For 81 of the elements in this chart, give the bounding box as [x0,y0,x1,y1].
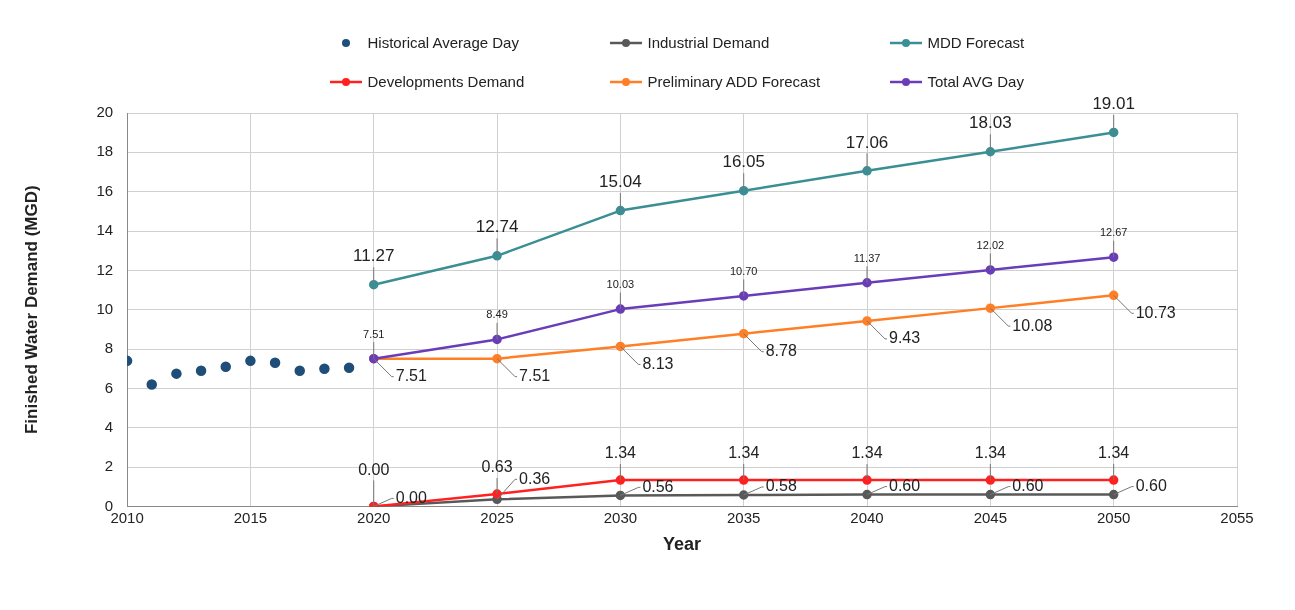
legend-label: MDD Forecast [927,34,1025,51]
y-tick-label: 18 [96,142,114,160]
data-label: 1.34 [728,444,760,462]
data-label: 8.13 [642,354,674,372]
data-label: 11.37 [853,251,881,264]
y-tick-label: 10 [96,299,114,317]
data-label: 0.60 [1012,477,1044,494]
data-label: 8.49 [486,308,508,321]
data-label: 1.34 [974,444,1007,462]
point [343,362,355,373]
point [269,357,281,369]
point [319,363,330,374]
x-tick-label: 2015 [233,508,268,526]
y-axis-title: Finished Water Demand (MGD) [21,185,41,435]
data-label: 15.04 [599,172,642,192]
point [220,361,231,372]
data-label: 17.06 [845,132,889,152]
point [1108,252,1119,262]
data-label: 10.08 [1012,316,1053,334]
data-label: 9.43 [889,329,921,347]
point [1108,475,1119,485]
data-label: 16.05 [722,152,765,172]
y-tick-label: 12 [96,260,114,278]
data-label: 0.36 [519,469,551,487]
data-label: 7.51 [395,367,427,385]
point [738,328,749,339]
y-tick-label: 20 [96,103,114,121]
point [985,475,996,485]
x-tick-label: 2025 [480,508,514,526]
legend-label: Developments Demand [367,73,525,90]
point [195,365,207,376]
point [294,365,305,376]
y-tick-label: 8 [104,339,114,357]
data-label: 12.67 [1099,226,1128,239]
data-label: 0.00 [395,488,427,506]
data-label: 19.01 [1092,94,1135,114]
data-label: 1.34 [1098,444,1130,462]
data-label: 0.60 [889,477,921,494]
data-label: 0.00 [358,460,390,478]
y-tick-label: 4 [104,417,114,435]
point [1108,127,1119,138]
data-label: 12.74 [475,217,519,237]
data-label: 0.58 [765,477,797,495]
x-tick-label: 2020 [357,508,391,526]
point [245,355,256,367]
data-label: 0.60 [1135,477,1167,494]
legend-label: Total AVG Day [927,73,1024,90]
data-label: 10.03 [606,278,635,291]
y-tick-label: 2 [104,457,114,475]
y-tick-label: 14 [96,221,114,239]
x-tick-label: 2035 [727,508,761,526]
x-tick-label: 2030 [603,508,638,526]
data-label: 1.34 [604,444,637,462]
x-tick-label: 2050 [1096,508,1131,526]
x-tick-label: 2045 [973,508,1008,526]
y-tick-label: 6 [104,378,114,396]
point [1108,489,1119,500]
data-label: 0.63 [481,458,513,476]
y-tick-label: 0 [104,496,114,514]
data-label: 11.27 [353,246,395,266]
point [615,304,626,314]
point [146,379,157,390]
legend-label: Industrial Demand [647,34,770,51]
y-tick-label: 16 [96,181,114,199]
data-label: 7.51 [363,327,385,340]
data-label: 10.73 [1135,303,1176,321]
point [615,475,626,485]
x-axis-title: Year [663,534,702,555]
data-label: 7.51 [519,367,551,385]
x-tick-label: 2040 [850,508,884,526]
legend-label: Preliminary ADD Forecast [647,73,821,90]
data-label: 0.56 [642,477,674,495]
point [171,368,182,379]
data-label: 18.03 [969,113,1012,133]
data-label: 1.34 [851,444,883,462]
data-label: 10.70 [729,264,758,277]
point [738,475,749,485]
x-tick-label: 2055 [1220,508,1254,526]
legend-label: Historical Average Day [367,34,519,51]
data-label: 12.02 [976,239,1005,251]
data-label: 8.78 [765,342,797,360]
